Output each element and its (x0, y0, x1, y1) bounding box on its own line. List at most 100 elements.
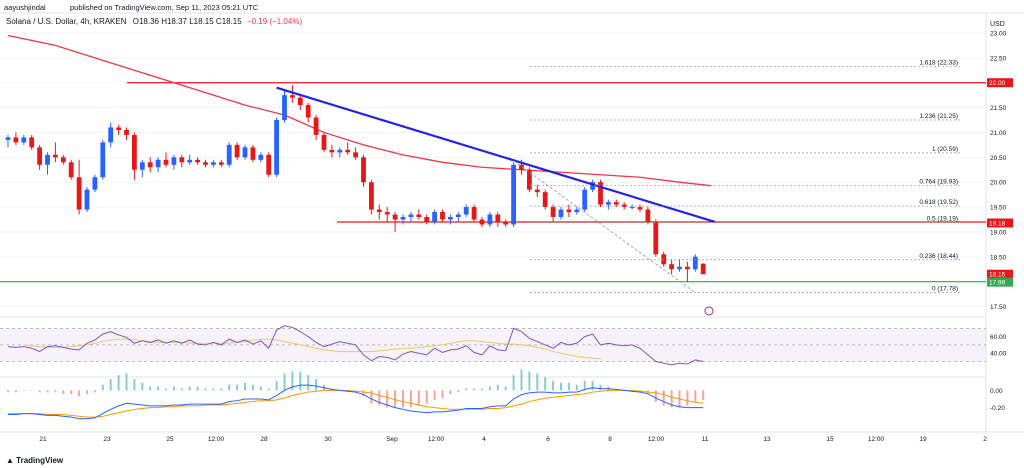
price-chart[interactable]: USD 1.618 (22.33) 1.236 (21.25) 1 (20.59) 0… (0, 0, 1024, 450)
candle-body (290, 95, 295, 98)
price-tag-box (987, 78, 1013, 88)
candle-body (700, 263, 706, 275)
candle-body (29, 137, 35, 148)
candle-body (479, 219, 485, 225)
fib-level-label: 1.618 (22.33) (919, 59, 958, 66)
macd-histogram-bar (599, 384, 602, 391)
candle-body (463, 207, 469, 215)
trendline (276, 86, 716, 224)
macd-signal-line (8, 389, 704, 418)
time-tick: 25 (166, 436, 174, 443)
candle-body (53, 154, 58, 158)
candle-body (297, 97, 303, 106)
macd-histogram-bar (481, 388, 483, 391)
candle-body (155, 159, 161, 168)
candle-body (76, 177, 82, 210)
levels (0, 82, 986, 283)
candle-body (361, 157, 366, 183)
candle-body (139, 162, 145, 170)
candle-body (266, 154, 272, 175)
macd-histogram-bar (251, 384, 254, 391)
price-tag-label: 18.15 (989, 272, 1006, 279)
moving-average (7, 34, 712, 187)
price-tick: 21.00 (990, 130, 1007, 137)
macd-histogram-bar (165, 388, 167, 391)
candle-body (384, 212, 390, 215)
macd-histogram-bar (283, 373, 286, 391)
candle-body (495, 214, 501, 222)
macd-line (8, 384, 704, 420)
fib-trend-line (513, 160, 696, 293)
time-tick: 12:00 (868, 436, 885, 443)
price-tick: 20.00 (990, 180, 1007, 187)
symbol-legend: Solana / U.S. Dollar, 4h, KRAKEN O18.36 … (6, 17, 302, 26)
macd-histogram-bar (567, 382, 570, 391)
fib-level-label: 0.5 (19.19) (927, 215, 958, 222)
price-tag-label: 22.00 (989, 80, 1006, 87)
macd-histogram-bar (386, 390, 389, 408)
time-tick: 11 (702, 436, 709, 443)
candle-body (132, 134, 137, 170)
macd-tick: -0.20 (990, 405, 1005, 412)
candles (5, 85, 706, 283)
macd-histogram-bar (520, 369, 523, 391)
time-tick: 12:00 (648, 436, 665, 443)
macd-histogram-bar (267, 388, 270, 391)
price-tick: 19.50 (990, 205, 1007, 212)
candle-body (195, 159, 200, 163)
candle-body (226, 144, 232, 165)
author-name: aayushjindal (4, 3, 46, 12)
candle-body (345, 149, 351, 153)
price-tick: 19.00 (990, 229, 1007, 236)
macd-histogram-bar (157, 386, 160, 391)
candle-body (582, 189, 588, 210)
candle-body (519, 164, 524, 170)
candle-body (171, 157, 177, 165)
candle-body (621, 204, 627, 208)
macd-histogram-bar (465, 388, 468, 391)
brand-name: TradingView (16, 456, 64, 465)
candle-body (329, 149, 335, 153)
macd-histogram-bar (473, 388, 476, 391)
candle-body (637, 207, 643, 210)
candle-body (203, 162, 208, 165)
rsi-tick: 40.00 (990, 351, 1007, 358)
candle-body (511, 164, 516, 225)
macd-histogram-bar (212, 388, 215, 391)
price-tick: 17.50 (990, 304, 1007, 311)
publish-info: published on TradingView.com, Sep 11, 20… (70, 3, 259, 12)
macd-histogram-bar (378, 390, 381, 406)
time-tick: 30 (324, 436, 332, 443)
candle-body (629, 207, 635, 209)
candle-body (653, 221, 659, 255)
candle-body (432, 212, 437, 222)
candle-body (60, 157, 66, 163)
time-axis: 21 23 25 12:00 28 30 Sep 12:00 4 6 8 12:00 11 13 15 12:… (39, 436, 987, 443)
price-tag-box (987, 218, 1013, 228)
candle-body (369, 182, 374, 210)
macd-histogram-bar (457, 390, 460, 393)
publish-header: aayushjindal published on TradingView.co… (0, 0, 990, 13)
candle-body (100, 142, 106, 178)
tradingview-logo[interactable]: ▲ TradingView (6, 456, 64, 465)
candle-body (218, 162, 224, 165)
currency-label: USD (990, 21, 1005, 28)
macd-histogram-bar (180, 388, 183, 391)
candle-body (606, 202, 611, 205)
symbol-name: Solana / U.S. Dollar, 4h, KRAKEN (6, 17, 127, 26)
candle-body (550, 207, 556, 218)
rsi-line (7, 325, 704, 366)
price-tag-box (987, 277, 1013, 287)
macd-histogram-bar (560, 382, 562, 391)
fib-level-label: 0.618 (19.52) (919, 199, 958, 206)
macd-histogram-bar (544, 377, 547, 391)
macd-histogram-bar (449, 390, 452, 395)
macd-histogram-bar (125, 373, 128, 391)
bearish-trendline (276, 86, 716, 224)
candle-body (613, 202, 619, 205)
macd-histogram-bar (402, 390, 404, 408)
time-tick: 12:00 (428, 436, 445, 443)
macd-histogram-bar (101, 384, 104, 391)
candle-body (692, 256, 698, 270)
macd-histogram-bar (275, 380, 278, 391)
